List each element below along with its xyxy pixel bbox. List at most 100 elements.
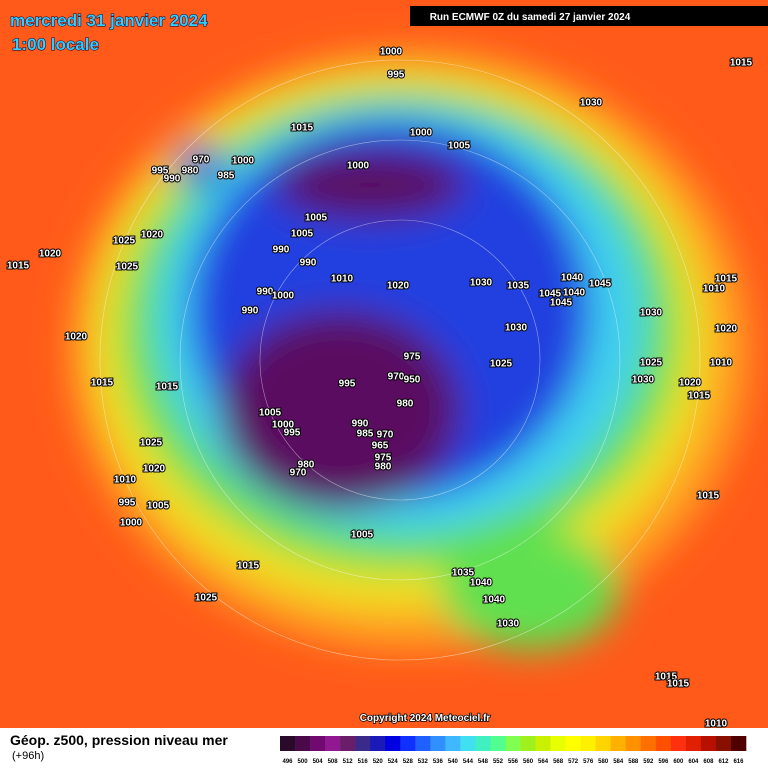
legend-swatch (430, 736, 446, 751)
legend-swatch (580, 736, 596, 751)
isobar-label: 1010 (114, 475, 137, 486)
isobar-label: 1020 (679, 378, 702, 389)
legend-swatch (355, 736, 371, 751)
legend-label: 544 (463, 759, 474, 765)
isobar-label: 1040 (561, 273, 584, 284)
legend-swatch (550, 736, 566, 751)
isobar-label: 1010 (703, 284, 726, 295)
isobar-label: 1000 (410, 128, 433, 139)
isobar-label: 980 (182, 166, 199, 177)
isobar-label: 970 (388, 372, 405, 383)
isobar-label: 990 (273, 245, 290, 256)
isobar-label: 1040 (470, 578, 493, 589)
legend-label: 568 (553, 759, 564, 765)
isobar-label: 1030 (505, 323, 528, 334)
legend-swatch (595, 736, 612, 751)
isobar-label: 1015 (237, 561, 260, 572)
legend-label: 588 (628, 759, 639, 765)
legend-label: 552 (493, 759, 504, 765)
legend-swatch (490, 736, 506, 751)
isobar-label: 1025 (113, 236, 136, 247)
isobar-label: 1040 (563, 288, 586, 299)
isobar-label: 990 (300, 258, 317, 269)
isobar-label: 980 (375, 462, 392, 473)
legend-label: 532 (418, 759, 429, 765)
isobar-label: 1015 (667, 679, 690, 690)
legend-swatch (325, 736, 341, 751)
isobar-label: 990 (242, 306, 259, 317)
legend-label: 536 (433, 759, 444, 765)
legend-label: 600 (673, 759, 684, 765)
isobar-label: 990 (257, 287, 274, 298)
legend-swatch (505, 736, 521, 751)
legend-swatch (370, 736, 386, 751)
isobar-label: 1045 (539, 289, 562, 300)
legend-label: 576 (583, 759, 594, 765)
legend-label: 616 (733, 759, 744, 765)
legend-swatch (640, 736, 657, 751)
isobar-label: 985 (357, 429, 374, 440)
isobar-label: 1015 (291, 123, 314, 134)
isobar-label: 1020 (141, 230, 164, 241)
isobar-label: 1015 (156, 382, 179, 393)
isobar-label: 1025 (140, 438, 163, 449)
isobar-label: 1020 (143, 464, 166, 475)
legend-label: 596 (658, 759, 669, 765)
isobar-label: 1020 (65, 332, 88, 343)
legend-label: 580 (598, 759, 609, 765)
legend-label: 560 (523, 759, 534, 765)
isobar-label: 1045 (550, 298, 573, 309)
run-box (410, 6, 768, 26)
legend-swatch (700, 736, 717, 751)
isobar-label: 1020 (39, 249, 62, 260)
legend-swatch (715, 736, 732, 751)
legend-swatch (445, 736, 461, 751)
legend-swatch (340, 736, 356, 751)
subtitle: 1:00 locale (12, 35, 99, 54)
isobar-label: 1030 (497, 619, 520, 630)
isobar-label: 1045 (589, 279, 612, 290)
isobar-label: 1005 (448, 141, 471, 152)
isobar-label: 970 (193, 155, 210, 166)
isobar-label: 965 (372, 441, 389, 452)
isobar-label: 1030 (470, 278, 493, 289)
isobar-label: 1010 (705, 719, 728, 730)
isobar-label: 1030 (580, 98, 603, 109)
caption: Géop. z500, pression niveau mer (10, 732, 228, 748)
legend: 496 500 504 508 512 516 520 524 528 532 536 540 544 5… (280, 736, 747, 765)
legend-swatch (655, 736, 672, 751)
isobar-label: 1000 (232, 156, 255, 167)
isobar-label: 995 (152, 166, 169, 177)
run: Run ECMWF 0Z du samedi 27 janvier 2024 (430, 12, 631, 23)
isobar-label: 1015 (91, 378, 114, 389)
isobar-label: 950 (404, 375, 421, 386)
isobar-label: 970 (377, 430, 394, 441)
legend-swatch (460, 736, 476, 751)
isobar-label: 980 (397, 399, 414, 410)
isobar-label: 1000 (272, 420, 295, 431)
isobar-label: 975 (375, 453, 392, 464)
copyright: Copyright 2024 Meteociel.fr (360, 713, 491, 724)
legend-swatch (535, 736, 551, 751)
isobar-label: 1025 (490, 359, 513, 370)
isobar-label: 1015 (715, 274, 738, 285)
legend-label: 548 (478, 759, 489, 765)
isobar-label: 1015 (7, 261, 30, 272)
isobar-label: 1000 (380, 47, 403, 58)
isobar-label: 1000 (272, 291, 295, 302)
legend-label: 604 (688, 759, 699, 765)
isobar-label: 990 (352, 419, 369, 430)
isobar-label: 980 (298, 460, 315, 471)
isobar-label: 970 (290, 468, 307, 479)
legend-swatch (295, 736, 311, 751)
isobar-label: 1005 (147, 501, 170, 512)
isobar-label: 1040 (483, 595, 506, 606)
legend-label: 520 (373, 759, 384, 765)
title: mercredi 31 janvier 2024 (10, 11, 208, 30)
legend-label: 608 (703, 759, 714, 765)
legend-label: 496 (283, 759, 294, 765)
isobar-label: 1005 (259, 408, 282, 419)
isobar-label: 1030 (640, 308, 663, 319)
